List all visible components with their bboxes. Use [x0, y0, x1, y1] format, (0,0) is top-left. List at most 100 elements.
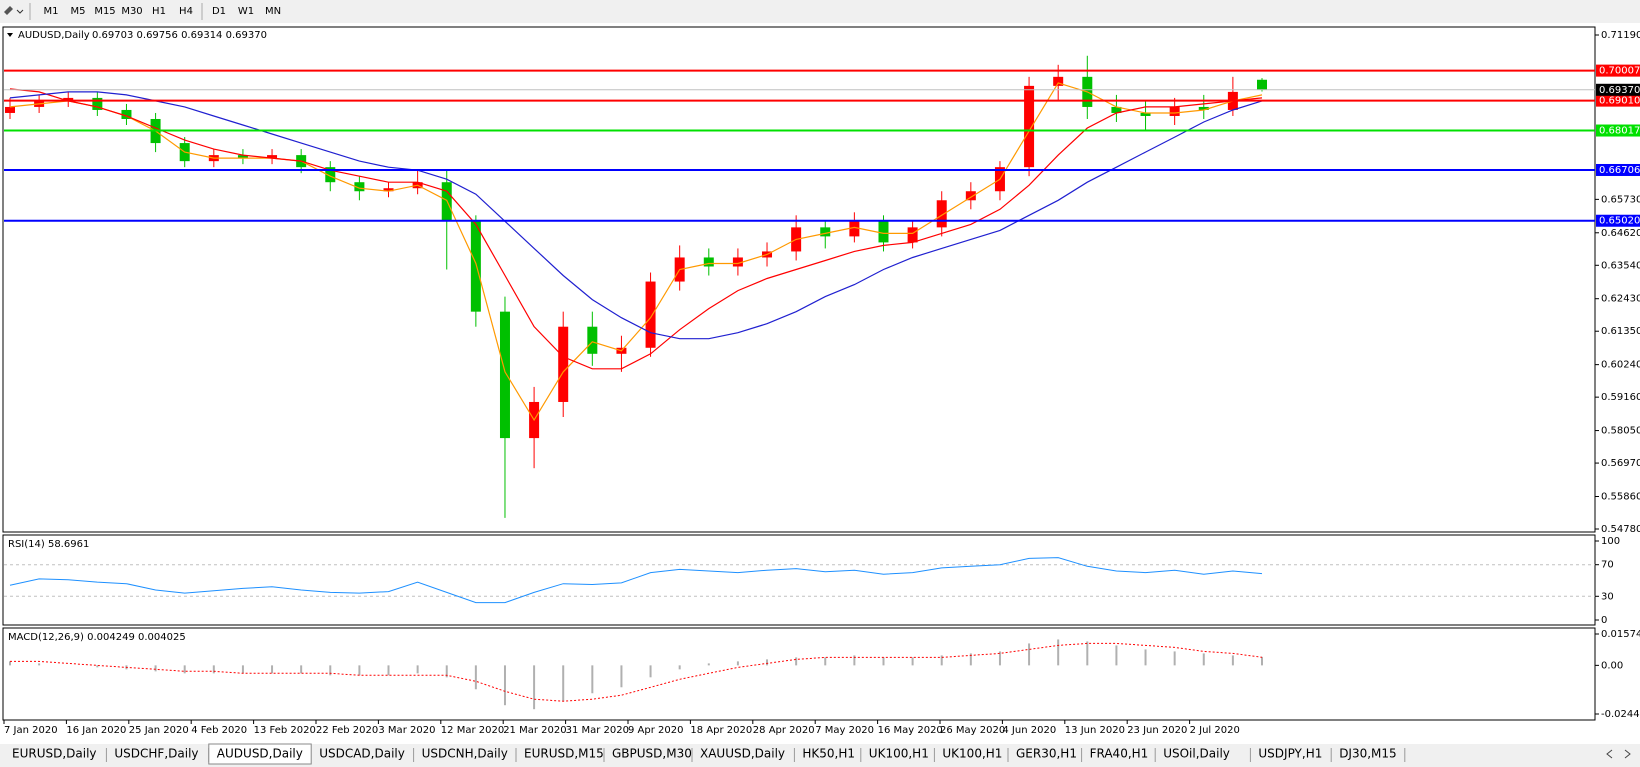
current-price-label: 0.69370 [1599, 85, 1640, 96]
tab[interactable]: USDCNH,Daily [422, 747, 517, 763]
tab-label[interactable]: GBPUSD,M30 [612, 747, 692, 761]
tab-label[interactable]: USDJPY,H1 [1258, 747, 1322, 761]
chart-title: AUDUSD,Daily [18, 30, 90, 41]
tab[interactable]: FRA40,H1 [1090, 747, 1156, 763]
tab-label[interactable]: DJ30,M15 [1339, 747, 1397, 761]
x-tick-label: 4 Jun 2020 [1002, 725, 1056, 736]
candle-body [354, 182, 365, 192]
x-tick-label: 16 May 2020 [878, 725, 943, 736]
dropdown-icon[interactable] [16, 9, 24, 14]
tab[interactable]: USOil,Daily [1163, 747, 1251, 763]
candle-body [267, 155, 278, 159]
candle-body [92, 97, 103, 110]
timeframe-button[interactable]: M5 [71, 6, 86, 17]
macd-panel [2, 627, 1596, 721]
tab[interactable]: HK50,H1 [802, 747, 862, 763]
tab[interactable]: DJ30,M15 [1339, 747, 1406, 763]
rsi-title: RSI(14) 58.6961 [8, 539, 89, 550]
tab[interactable]: UK100,H1 [869, 747, 935, 763]
candle-body [325, 167, 336, 183]
candle-body [645, 281, 656, 348]
candle-body [820, 227, 831, 237]
y-tick-label: -0.024412 [1601, 709, 1640, 720]
tab-bar [0, 744, 1640, 767]
tab-label[interactable]: USDCAD,Daily [319, 747, 405, 761]
y-tick-label: 0 [1601, 615, 1607, 626]
timeframe-button[interactable]: D1 [212, 6, 226, 17]
tab-label[interactable]: USDCNH,Daily [422, 747, 508, 761]
x-tick-label: 7 Jan 2020 [4, 725, 58, 736]
candle-body [849, 221, 860, 237]
tab-label[interactable]: EURUSD,M15 [524, 747, 604, 761]
tab-label[interactable]: AUDUSD,Daily [217, 747, 303, 761]
level-tag [1596, 214, 1640, 227]
rsi-line [9, 557, 1263, 604]
level-tag [1596, 163, 1640, 176]
timeframe-button[interactable]: M30 [121, 6, 142, 17]
candle-body [1111, 106, 1122, 113]
tab-label[interactable]: UK100,H1 [869, 747, 929, 761]
y-tick-label: 0.00 [1601, 660, 1623, 671]
tab-label[interactable]: FRA40,H1 [1090, 747, 1149, 761]
level-label: 0.66706 [1599, 165, 1640, 176]
level-label: 0.70007 [1599, 66, 1640, 77]
x-tick-label: 16 Jan 2020 [66, 725, 126, 736]
tab-label[interactable]: USOil,Daily [1163, 747, 1230, 761]
tab-label[interactable]: GER30,H1 [1016, 747, 1077, 761]
timeframe-button[interactable]: MN [265, 6, 281, 17]
tab[interactable]: EURUSD,M15 [524, 747, 605, 763]
tab[interactable]: USDCHF,Daily [114, 747, 210, 763]
timeframe-button[interactable]: W1 [238, 6, 254, 17]
x-tick-label: 23 Jun 2020 [1127, 725, 1187, 736]
scroll-left[interactable] [1606, 749, 1613, 759]
candle-body [1257, 79, 1267, 90]
y-tick-label: 0.71190 [1601, 30, 1640, 41]
tab[interactable]: USDCAD,Daily [319, 747, 415, 763]
tab[interactable]: GBPUSD,M30 [612, 747, 693, 763]
candle-body [499, 311, 510, 439]
tab-active-bg [208, 743, 312, 765]
macd-signal [10, 642, 1263, 702]
tab[interactable]: GER30,H1 [1016, 747, 1083, 763]
tab[interactable]: EURUSD,Daily [12, 747, 107, 763]
candle-body [121, 109, 132, 119]
tab-label[interactable]: HK50,H1 [802, 747, 855, 761]
y-tick-label: 0.61350 [1601, 326, 1640, 337]
macd-title: MACD(12,26,9) 0.004249 0.004025 [8, 632, 186, 643]
level-label: 0.65020 [1599, 216, 1640, 227]
tab[interactable]: UK100,H1 [942, 747, 1009, 763]
candle-body [587, 326, 598, 354]
candle-body [1140, 112, 1151, 116]
timeframe-button[interactable]: M15 [94, 6, 115, 17]
tab-label[interactable]: UK100,H1 [942, 747, 1002, 761]
scroll-right[interactable] [1624, 749, 1631, 759]
tab-label[interactable]: USDCHF,Daily [114, 747, 198, 761]
symbol-marker [7, 33, 13, 37]
x-tick-label: 28 Apr 2020 [753, 725, 815, 736]
x-tick-label: 12 Mar 2020 [441, 725, 504, 736]
tab[interactable]: XAUUSD,Daily [700, 747, 795, 763]
candle-body [936, 200, 947, 228]
level-tag [1596, 124, 1640, 137]
tab-label[interactable]: EURUSD,Daily [12, 747, 97, 761]
y-tick-label: 0.63540 [1601, 260, 1640, 271]
cursor-icon[interactable] [4, 6, 13, 15]
timeframe-button[interactable]: H4 [179, 6, 193, 17]
y-tick-label: 0.015741 [1601, 629, 1640, 640]
y-tick-label: 0.65730 [1601, 194, 1640, 205]
tab-label[interactable]: XAUUSD,Daily [700, 747, 785, 761]
y-tick-label: 0.59160 [1601, 392, 1640, 403]
tab[interactable]: AUDUSD,Daily [208, 743, 312, 765]
x-tick-label: 4 Feb 2020 [191, 725, 247, 736]
candle-body [1053, 76, 1064, 86]
timeframe-button[interactable]: H1 [152, 6, 166, 17]
timeframe-button[interactable]: M1 [44, 6, 59, 17]
candle-body [1024, 85, 1035, 168]
x-tick-label: 7 May 2020 [815, 725, 874, 736]
x-tick-label: 18 Apr 2020 [690, 725, 752, 736]
level-tag [1596, 94, 1640, 107]
y-tick-label: 0.56970 [1601, 458, 1640, 469]
tab[interactable]: USDJPY,H1 [1258, 747, 1332, 763]
